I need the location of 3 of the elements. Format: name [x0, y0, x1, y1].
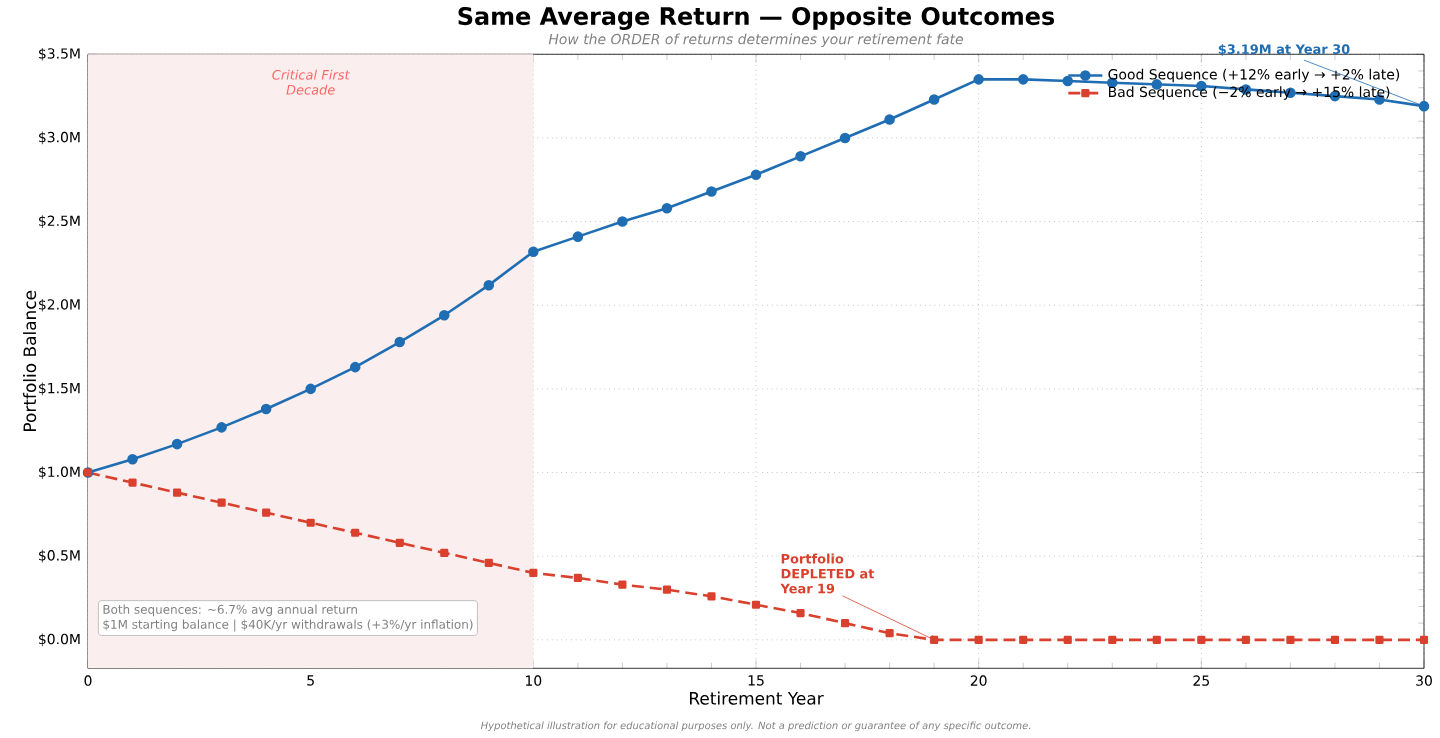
chart-title: Same Average Return — Opposite Outcomes: [458, 6, 1055, 31]
y-axis-title: Portfolio Balance: [23, 290, 37, 432]
x-axis-title: Retirement Year: [690, 691, 824, 705]
